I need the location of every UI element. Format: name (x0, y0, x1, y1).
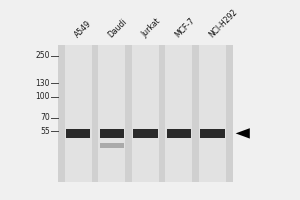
Text: Daudi: Daudi (107, 17, 129, 39)
Text: MCF-7: MCF-7 (174, 16, 197, 39)
Bar (66, 129, 91, 138)
Text: 55: 55 (40, 127, 50, 136)
Bar (133, 129, 158, 138)
Text: Jurkat: Jurkat (140, 17, 163, 39)
Bar (200, 129, 225, 138)
Bar (65, 45, 92, 182)
Bar (100, 129, 124, 138)
Text: 250: 250 (35, 51, 50, 60)
Bar (132, 45, 159, 182)
Text: A549: A549 (73, 19, 94, 39)
Bar (165, 45, 192, 182)
Bar (199, 45, 226, 182)
Text: NCI-H292: NCI-H292 (207, 8, 239, 39)
Bar (98, 45, 125, 182)
Bar (167, 129, 191, 138)
Text: 100: 100 (35, 92, 50, 101)
Text: 130: 130 (35, 79, 50, 88)
Polygon shape (236, 128, 250, 139)
Text: 70: 70 (40, 113, 50, 122)
Bar (58, 45, 233, 182)
Bar (100, 143, 124, 148)
